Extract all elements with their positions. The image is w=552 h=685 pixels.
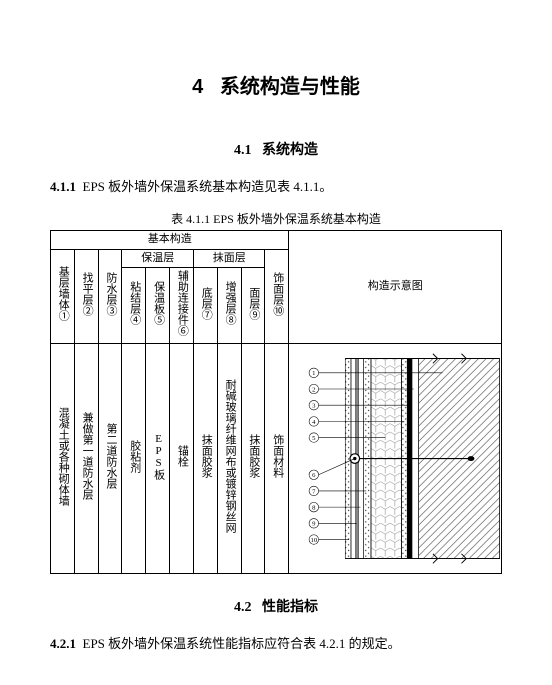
hdr-level: 找平层②: [79, 272, 93, 316]
clause-num: 4.1.1: [50, 179, 76, 194]
clause-text: EPS 板外墙外保温系统性能指标应符合表 4.2.1 的规定。: [83, 636, 401, 651]
section-41-num: 4.1: [234, 143, 252, 158]
clause-4-2-1: 4.2.1 EPS 板外墙外保温系统性能指标应符合表 4.2.1 的规定。: [50, 634, 502, 655]
cell-c9: 抹面胶浆: [246, 434, 260, 478]
hdr-finish: 饰面层⑩: [270, 272, 284, 316]
cell-c1: 混凝土或各种砌体墙: [56, 407, 70, 506]
hdr-anchor: 辅助连接件⑥: [175, 270, 189, 336]
cell-c10: 饰面材料: [270, 434, 284, 478]
structure-table: 基本构造 构造示意图 基层墙体① 找平层② 防水层③ 保温层 抹面层 饰面层⑩ …: [50, 230, 502, 574]
cell-c7: 抹面胶浆: [199, 434, 213, 478]
hdr-diagram: 构造示意图: [289, 230, 502, 343]
table-row: 混凝土或各种砌体墙 兼做第一道防水层 第二道防水层 胶粘剂 EPS板 锚栓 抹面…: [51, 344, 502, 574]
cell-c6: 锚栓: [175, 445, 189, 467]
hdr-ins: 保温层: [122, 249, 193, 268]
section-41-title: 4.1 系统构造: [50, 139, 502, 159]
cell-c8: 耐碱玻璃纤维网布或镀锌钢丝网: [222, 379, 236, 533]
svg-text:1: 1: [313, 370, 316, 377]
clause-num: 4.2.1: [50, 636, 76, 651]
hdr-base2: 底层⑦: [199, 287, 213, 320]
diagram-cell: 1 2 3 4 5 6 7 8 9 10: [289, 344, 502, 574]
table-row: 基本构造 构造示意图: [51, 230, 502, 249]
clause-4-1-1: 4.1.1 EPS 板外墙外保温系统基本构造见表 4.1.1。: [50, 177, 502, 198]
hdr-wp: 防水层③: [103, 272, 117, 316]
cell-c5: EPS板: [151, 433, 165, 480]
hdr-glue: 粘结层④: [127, 281, 141, 325]
chapter-title: 4 系统构造与性能: [50, 70, 502, 99]
chapter-num: 4: [192, 76, 203, 98]
hdr-face: 面层⑨: [246, 287, 260, 320]
hdr-basic: 基本构造: [51, 230, 289, 249]
cell-c2: 兼做第一道防水层: [79, 412, 93, 500]
section-41-text: 系统构造: [262, 143, 318, 158]
hdr-insb: 保温板⑤: [151, 281, 165, 325]
section-42-title: 4.2 性能指标: [50, 596, 502, 616]
section-42-num: 4.2: [234, 600, 252, 615]
svg-text:2: 2: [313, 386, 316, 393]
hdr-plaster: 抹面层: [193, 249, 264, 268]
cell-c4: 胶粘剂: [127, 440, 141, 473]
table-caption: 表 4.1.1 EPS 板外墙外保温系统基本构造: [50, 210, 502, 227]
structure-diagram: 1 2 3 4 5 6 7 8 9 10: [290, 349, 500, 568]
section-42-text: 性能指标: [262, 600, 318, 615]
hdr-rein: 增强层⑧: [222, 281, 236, 325]
hdr-base: 基层墙体①: [56, 266, 70, 321]
chapter-text: 系统构造与性能: [220, 76, 360, 98]
cell-c3: 第二道防水层: [103, 423, 117, 489]
svg-text:10: 10: [311, 537, 318, 544]
clause-text: EPS 板外墙外保温系统基本构造见表 4.1.1。: [83, 179, 333, 194]
